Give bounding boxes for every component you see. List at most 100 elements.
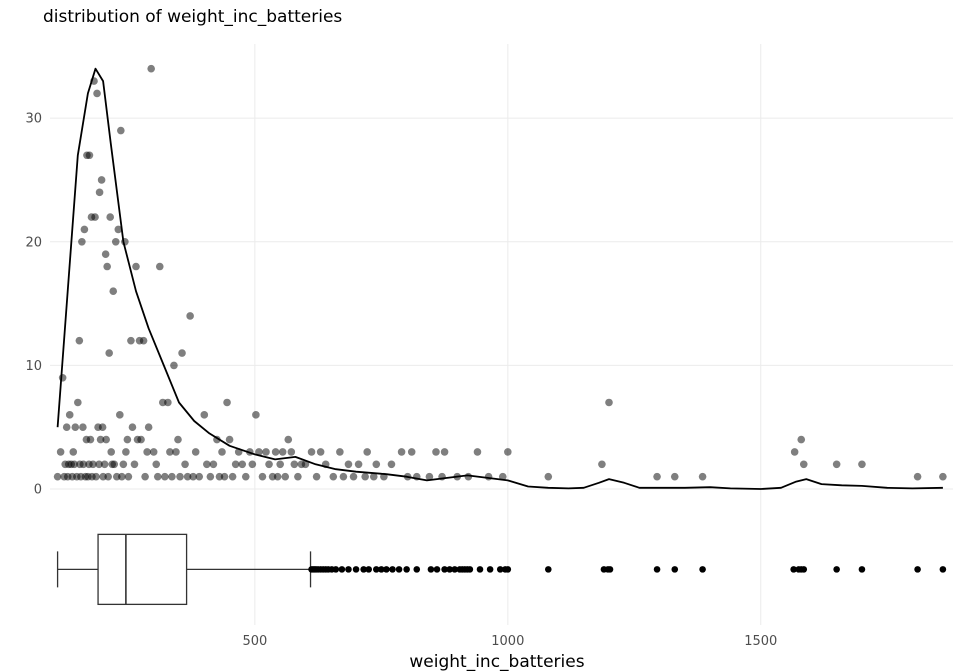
data-point [89,460,97,469]
outlier-point [403,566,410,573]
data-point [53,472,62,481]
data-point [71,423,80,432]
data-point [128,423,137,432]
data-point [440,448,449,456]
data-point [183,472,192,481]
data-point [473,448,482,456]
data-point [344,460,353,469]
data-point [110,460,119,469]
data-point [361,472,369,481]
x-tick-label: 1500 [744,634,777,649]
data-point [225,435,234,444]
data-point [203,460,211,469]
outlier-point [433,566,441,573]
data-point [265,460,273,469]
outlier-point [504,566,512,573]
data-point [100,460,109,469]
data-point [228,472,237,481]
iqr-box [97,533,188,606]
data-point [132,262,140,271]
data-point [86,435,95,444]
data-point [287,448,296,456]
data-point [397,448,406,456]
data-point [168,472,176,481]
data-point [312,472,321,481]
data-point [698,472,707,481]
data-point [107,448,116,456]
data-point [85,151,94,160]
data-point [387,460,396,469]
x-axis-label: weight_inc_batteries [409,652,584,672]
data-point [102,435,110,444]
data-point [56,448,65,456]
data-point [255,448,263,456]
density-line [56,67,943,490]
boxplot [56,533,947,606]
data-point [670,472,679,481]
data-point [598,460,606,469]
data-point [106,213,114,221]
outlier-point [352,566,360,573]
data-point [178,349,186,357]
data-point [339,472,348,481]
chart-title: distribution of weight_inc_batteries [43,7,342,27]
data-point [605,398,613,407]
data-point [147,64,155,73]
outlier-point [699,566,706,573]
scatter-points [53,64,947,481]
data-point [301,460,310,469]
outlier-point [427,566,435,573]
y-tick-label: 20 [25,235,42,250]
outlier-point [653,566,661,573]
data-point [70,460,79,469]
data-point [307,448,316,456]
data-point [149,448,158,456]
outlier-point [413,566,421,573]
y-axis-ticks: 0 10 20 30 [25,112,42,498]
data-point [78,237,86,246]
data-point [797,435,806,444]
data-point [111,237,120,246]
data-point [80,225,89,234]
data-point [189,472,197,481]
density-curve [56,67,943,490]
data-point [336,448,344,456]
data-point [273,472,282,481]
data-point [104,472,112,481]
data-point [271,448,280,456]
outlier-point [389,566,396,573]
data-point [144,423,153,432]
data-point [369,472,378,481]
data-point [294,472,302,481]
outlier-point [451,566,459,573]
outlier-point [833,566,840,573]
outlier-point [476,566,484,573]
data-point [103,262,111,271]
data-point [262,448,270,456]
data-point [118,472,126,481]
data-point [200,411,209,419]
outlier-point [606,566,614,573]
data-point [141,472,149,481]
data-point [58,373,67,382]
data-point [93,89,101,98]
data-point [137,435,145,444]
x-axis-ticks: 500 1000 1500 [242,634,777,649]
data-point [130,460,139,469]
data-point [174,435,182,444]
data-point [117,126,125,135]
data-point [363,448,371,456]
data-point [123,435,132,444]
data-point [109,287,118,296]
data-point [69,448,78,456]
x-tick-label: 1000 [491,634,524,649]
data-point [181,460,189,469]
outlier-point [360,566,367,573]
data-point [329,472,338,481]
data-point [153,472,162,481]
data-point [101,250,110,258]
data-point [238,460,247,469]
data-point [119,460,128,469]
data-point [79,460,88,469]
data-point [95,460,103,469]
